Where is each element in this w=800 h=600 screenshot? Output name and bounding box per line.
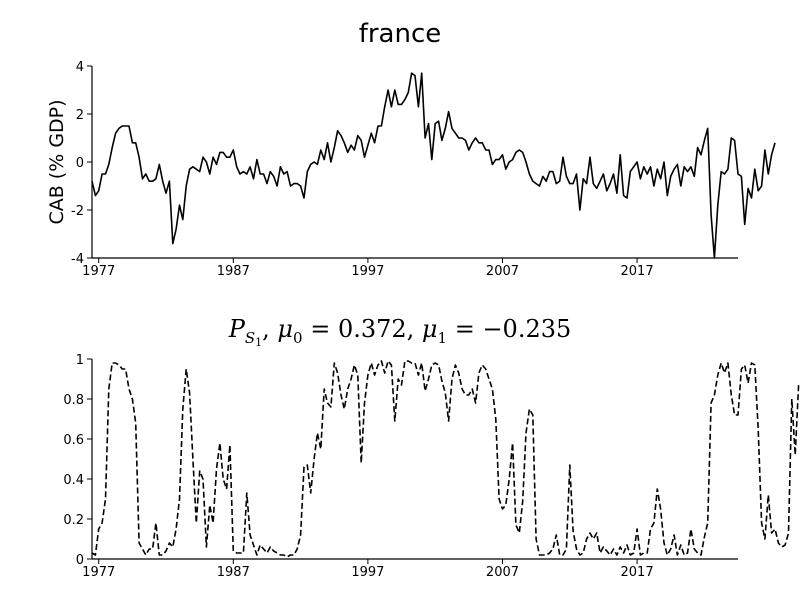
probability-y-tick-label: 0.8 [63,393,84,408]
probability-y-tick-label: 0.4 [63,473,84,488]
probability-y-tick-label: 0.6 [63,433,84,448]
probability-y-tick-label: 0.2 [63,513,84,528]
probability-title: PS1, μ0 = 0.372, μ1 = −0.235 [228,315,572,349]
cab-title: france [359,19,442,49]
cab-x-tick-label: 2007 [486,264,519,279]
cab-x-tick-label: 1977 [82,264,115,279]
cab-y-tick-label: -2 [71,204,84,219]
cab-x-tick-label: 1987 [217,264,250,279]
probability-marks: 0 0.2 0.4 0.6 0.8 1 1977 1987 1997 2007 2017 [63,353,800,580]
cab-y-axis-label: CAB (% GDP) [46,99,68,224]
cab-y-tick-label: 0 [76,156,84,171]
cab-y-tick-label: 2 [76,108,84,123]
probability-y-tick-label: 1 [76,353,84,368]
cab-series-line [91,72,776,259]
probability-y-tick-label: 0 [76,553,84,568]
probability-x-tick-label: 2017 [621,565,654,580]
probability-x-tick-label: 1987 [217,565,250,580]
cab-marks: -4 -2 0 2 4 1977 1987 1997 2007 2017 [71,60,776,279]
probability-panel: PS1, μ0 = 0.372, μ1 = −0.235 00.20.40.60… [63,315,800,580]
cab-x-tick-label: 1997 [351,264,384,279]
cab-x-tick-label: 2017 [621,264,654,279]
probability-series-line [91,360,800,558]
cab-panel: france CAB (% GDP) -4 -2 0 2 4 1977 1987 1997 20… [46,19,776,279]
cab-y-tick-label: -4 [71,252,84,267]
cab-y-tick-label: 4 [76,60,84,75]
probability-x-tick-label: 1997 [351,565,384,580]
probability-x-tick-label: 2007 [486,565,519,580]
probability-x-tick-label: 1977 [82,565,115,580]
